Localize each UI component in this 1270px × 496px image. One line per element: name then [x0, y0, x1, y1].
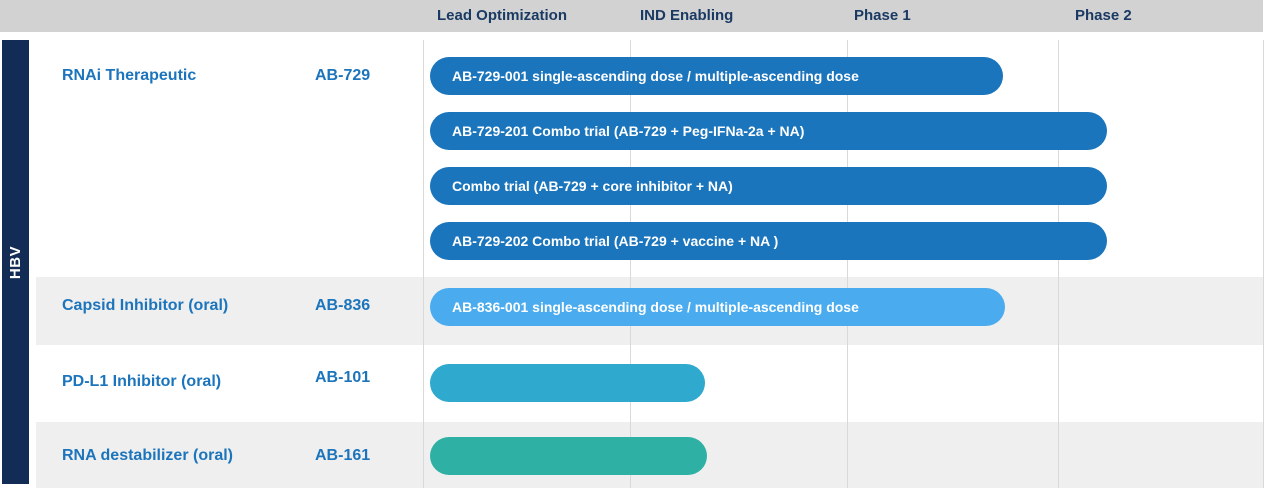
compound-label-ab-836: AB-836 — [315, 297, 371, 314]
trial-bar-ab-729-202: AB-729-202 Combo trial (AB-729 + vaccine… — [430, 222, 1107, 260]
trial-bar-label: AB-729-001 single-ascending dose / multi… — [452, 68, 859, 84]
program-label-rna-destabilizer: RNA destabilizer (oral) — [62, 447, 233, 464]
trial-bar-ab-729-201: AB-729-201 Combo trial (AB-729 + Peg-IFN… — [430, 112, 1107, 150]
trial-bar-ab-836-001: AB-836-001 single-ascending dose / multi… — [430, 288, 1005, 326]
compound-label-ab-161: AB-161 — [315, 447, 371, 464]
trial-bar-label: AB-729-201 Combo trial (AB-729 + Peg-IFN… — [452, 123, 805, 139]
program-label-pd-l1-inhibitor: PD-L1 Inhibitor (oral) — [62, 373, 222, 390]
stage-divider — [1058, 40, 1059, 488]
trial-bar-ab-101 — [430, 364, 705, 402]
hbv-group-label: HBV — [7, 245, 25, 279]
trial-bar-label: AB-729-202 Combo trial (AB-729 + vaccine… — [452, 233, 779, 249]
stage-header-bar — [0, 0, 1263, 32]
program-label-rnai-therapeutic: RNAi Therapeutic — [62, 67, 197, 84]
compound-label-ab-101: AB-101 — [315, 369, 371, 386]
column-header-phase-2: Phase 2 — [1075, 7, 1132, 24]
trial-bar-label: Combo trial (AB-729 + core inhibitor + N… — [452, 178, 733, 194]
column-header-phase-1: Phase 1 — [854, 7, 911, 24]
compound-label-ab-729: AB-729 — [315, 67, 371, 84]
trial-bar-label: AB-836-001 single-ascending dose / multi… — [452, 299, 859, 315]
program-label-capsid-inhibitor: Capsid Inhibitor (oral) — [62, 297, 229, 314]
stage-divider — [847, 40, 848, 488]
column-header-lead-optimization: Lead Optimization — [437, 7, 568, 24]
column-header-ind-enabling: IND Enabling — [640, 7, 734, 24]
chart-right-border — [1263, 40, 1264, 488]
stage-divider — [630, 40, 631, 488]
trial-bar-combo-core-inhibitor: Combo trial (AB-729 + core inhibitor + N… — [430, 167, 1107, 205]
hbv-group-strip: HBV — [2, 40, 29, 484]
stage-divider — [423, 40, 424, 488]
trial-bar-ab-161 — [430, 437, 707, 475]
trial-bar-ab-729-001: AB-729-001 single-ascending dose / multi… — [430, 57, 1003, 95]
